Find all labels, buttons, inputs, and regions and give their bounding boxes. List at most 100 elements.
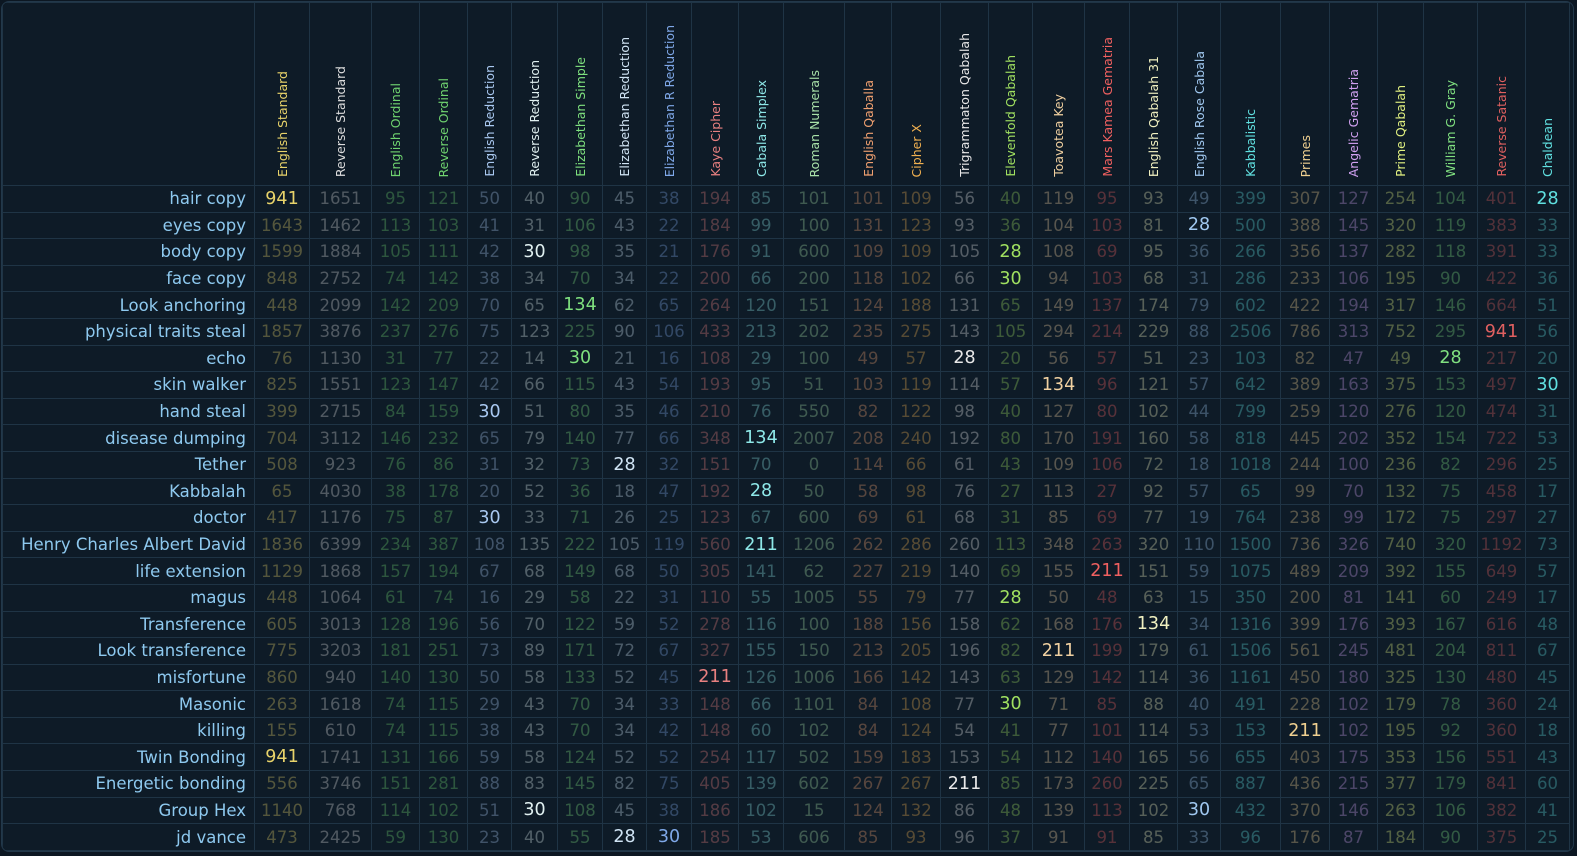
value: 90 bbox=[602, 317, 647, 346]
value: 474 bbox=[1477, 397, 1526, 426]
column-name: Elevenfold Qabalah bbox=[1003, 55, 1018, 177]
row-label: echo bbox=[2, 344, 255, 373]
value: 17 bbox=[1525, 583, 1570, 612]
match-value: 941 bbox=[254, 185, 310, 213]
value: 254 bbox=[691, 743, 739, 772]
value: 113 bbox=[988, 530, 1033, 559]
value: 158 bbox=[940, 610, 989, 639]
row-label: Look transference bbox=[2, 637, 255, 665]
value: 43 bbox=[988, 450, 1033, 479]
column-name: English Qabalah 31 bbox=[1146, 55, 1161, 177]
row: eyes copy 1643 1462 113 103 41 31 106 43 22 184 99 1… bbox=[2, 211, 1570, 240]
value: 202 bbox=[1329, 424, 1378, 452]
value: 219 bbox=[891, 557, 941, 585]
value: 63 bbox=[988, 663, 1033, 692]
value: 127 bbox=[1032, 397, 1085, 426]
value: 56 bbox=[1525, 317, 1570, 346]
value: 325 bbox=[1377, 663, 1424, 692]
value: 49 bbox=[844, 344, 892, 373]
value: 51 bbox=[511, 397, 558, 426]
value: 736 bbox=[1280, 530, 1330, 559]
value: 1857 bbox=[254, 317, 310, 346]
value: 22 bbox=[602, 583, 647, 612]
value: 56 bbox=[467, 610, 512, 639]
value: 106 bbox=[1423, 796, 1478, 825]
value: 19 bbox=[1177, 504, 1221, 532]
value: 98 bbox=[940, 397, 989, 426]
column-name: Reverse Reduction bbox=[527, 60, 542, 177]
value: 405 bbox=[691, 770, 739, 798]
value: 399 bbox=[1280, 610, 1330, 639]
match-value: 211 bbox=[1084, 557, 1130, 585]
value: 82 bbox=[602, 770, 647, 798]
row: Look transference 775 3203 181 251 73 89 171 72 6… bbox=[2, 637, 1570, 665]
value: 22 bbox=[646, 264, 692, 293]
value: 119 bbox=[646, 530, 692, 559]
value: 51 bbox=[1129, 344, 1178, 373]
value: 43 bbox=[1525, 743, 1570, 772]
value: 86 bbox=[940, 796, 989, 825]
value: 500 bbox=[1220, 211, 1281, 240]
value: 200 bbox=[1280, 583, 1330, 612]
value: 67 bbox=[646, 637, 692, 665]
value: 602 bbox=[1220, 291, 1281, 319]
value: 33 bbox=[1525, 238, 1570, 266]
row-label: doctor bbox=[2, 504, 255, 532]
value: 195 bbox=[1377, 716, 1424, 745]
value: 940 bbox=[309, 663, 372, 692]
value: 60 bbox=[738, 716, 784, 745]
value: 600 bbox=[783, 238, 845, 266]
value: 108 bbox=[557, 796, 603, 825]
value: 282 bbox=[1377, 238, 1424, 266]
row-label: jd vance bbox=[2, 823, 255, 851]
value: 121 bbox=[1129, 371, 1178, 399]
column-header: Elizabethan Simple bbox=[557, 2, 603, 186]
value: 225 bbox=[557, 317, 603, 346]
value: 65 bbox=[511, 291, 558, 319]
column-header: Elevenfold Qabalah bbox=[988, 2, 1033, 186]
value: 238 bbox=[1280, 504, 1330, 532]
value: 32 bbox=[646, 450, 692, 479]
match-value: 28 bbox=[1525, 185, 1570, 213]
value: 56 bbox=[1032, 344, 1085, 373]
row: Group Hex 1140 768 114 102 51 30 108 45 38 186 102 1… bbox=[2, 796, 1570, 825]
value: 60 bbox=[1525, 770, 1570, 798]
value: 1101 bbox=[783, 690, 845, 718]
value: 387 bbox=[419, 530, 468, 559]
value: 550 bbox=[783, 397, 845, 426]
value: 57 bbox=[1525, 557, 1570, 585]
value: 281 bbox=[419, 770, 468, 798]
value: 31 bbox=[371, 344, 420, 373]
value: 40 bbox=[511, 823, 558, 851]
value: 360 bbox=[1477, 690, 1526, 718]
column-name: Angelic Gematria bbox=[1346, 68, 1361, 177]
value: 95 bbox=[738, 371, 784, 399]
value: 155 bbox=[1423, 557, 1478, 585]
value: 174 bbox=[1129, 291, 1178, 319]
value: 401 bbox=[1477, 185, 1526, 213]
value: 188 bbox=[891, 291, 941, 319]
value: 195 bbox=[1377, 264, 1424, 293]
value: 103 bbox=[1084, 264, 1130, 293]
value: 213 bbox=[738, 317, 784, 346]
value: 63 bbox=[1129, 583, 1178, 612]
value: 75 bbox=[1423, 477, 1478, 506]
column-header: Reverse Reduction bbox=[511, 2, 558, 186]
row: Tether 508 923 76 86 31 32 73 28 32 151 70 0 114 66 61 4… bbox=[2, 450, 1570, 479]
value: 155 bbox=[1032, 557, 1085, 585]
value: 102 bbox=[1329, 716, 1378, 745]
value: 124 bbox=[844, 796, 892, 825]
value: 78 bbox=[1423, 690, 1478, 718]
value: 122 bbox=[891, 397, 941, 426]
value: 41 bbox=[467, 211, 512, 240]
value: 52 bbox=[646, 610, 692, 639]
value: 296 bbox=[1477, 450, 1526, 479]
value: 25 bbox=[1525, 823, 1570, 851]
column-header: Reverse Standard bbox=[309, 2, 372, 186]
value: 58 bbox=[1177, 424, 1221, 452]
value: 57 bbox=[988, 371, 1033, 399]
column-header: English Reduction bbox=[467, 2, 512, 186]
value: 260 bbox=[1084, 770, 1130, 798]
value: 1506 bbox=[1220, 637, 1281, 665]
